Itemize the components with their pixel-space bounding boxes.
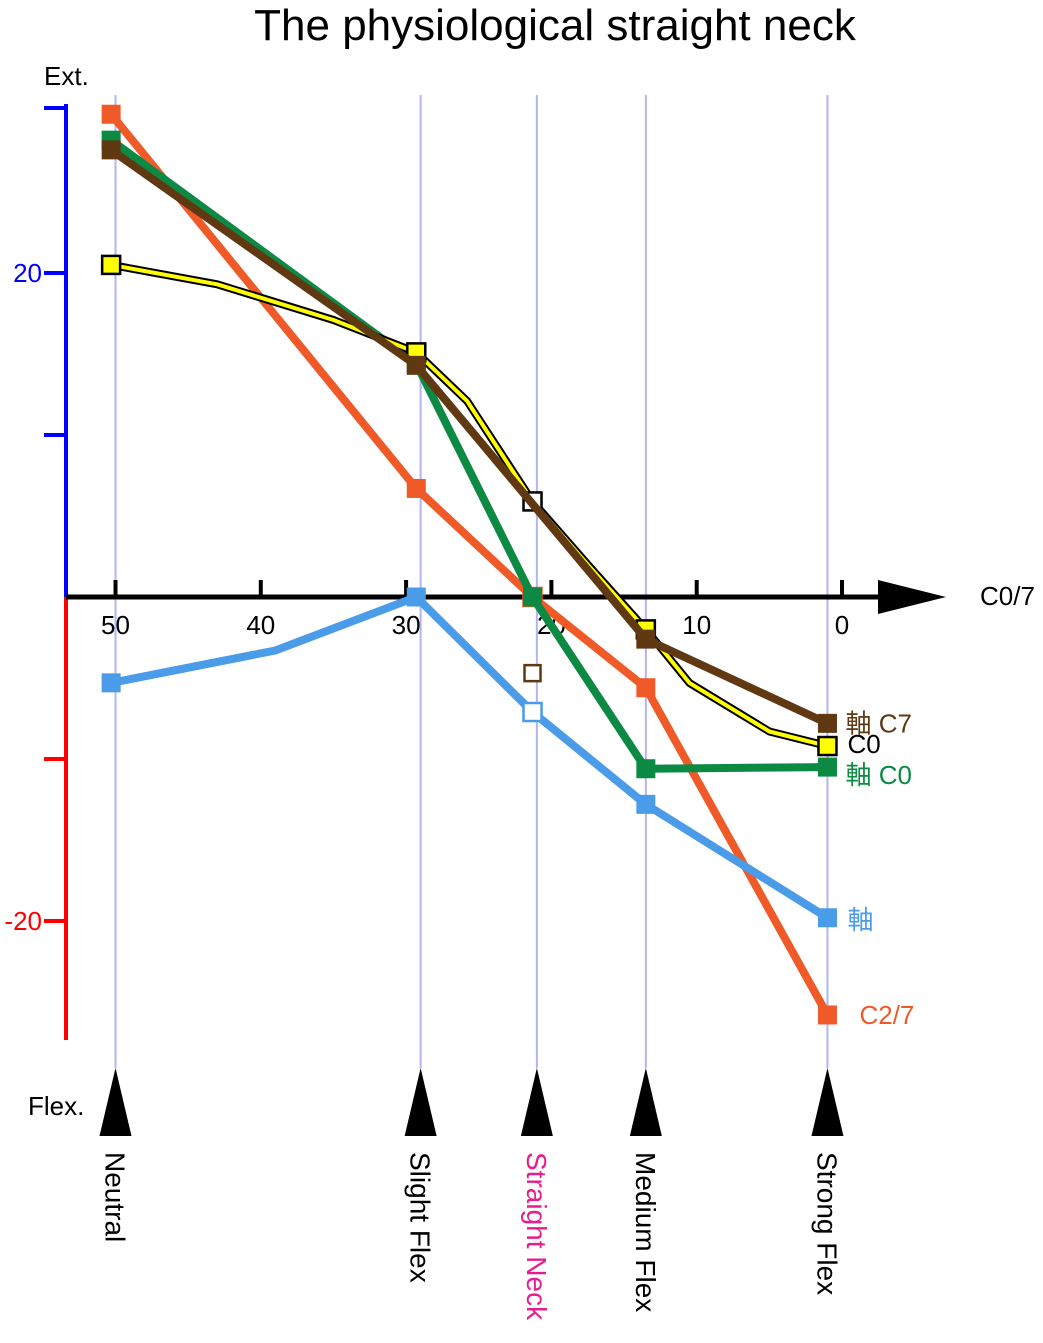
series-line xyxy=(107,111,831,1017)
x-tick-label: 40 xyxy=(246,610,275,640)
series-end-label: 軸 C0 xyxy=(845,760,911,790)
data-point xyxy=(636,759,656,779)
chart-title: The physiological straight neck xyxy=(254,1,857,50)
category-arrow-marker xyxy=(520,1068,553,1136)
x-axis: 50 40 30 20 10 0 xyxy=(66,580,946,640)
x-axis-label: C0/7 xyxy=(980,581,1035,611)
series-end-label: C0 xyxy=(847,729,880,759)
data-point xyxy=(101,673,121,693)
category-arrow-marker xyxy=(99,1068,132,1136)
y-axis: 20 -20 xyxy=(4,104,68,1040)
series-line xyxy=(110,593,830,922)
y-axis-bottom-label: Flex. xyxy=(28,1091,84,1121)
x-axis-arrowhead xyxy=(878,580,946,614)
category-arrow-marker xyxy=(629,1068,662,1136)
y-axis-top-label: Ext. xyxy=(44,61,89,91)
category-arrow-marker xyxy=(404,1068,437,1136)
y-tick-label: -20 xyxy=(4,906,42,936)
category-guide-lines xyxy=(114,95,829,1068)
series-layer xyxy=(100,104,838,1025)
data-point xyxy=(636,629,656,649)
data-point xyxy=(817,713,837,733)
data-point xyxy=(636,678,656,698)
category-label: Neutral xyxy=(100,1152,131,1242)
data-point xyxy=(101,104,121,124)
x-tick-label: 10 xyxy=(682,610,711,640)
series-end-label: 軸 xyxy=(847,905,873,935)
category-markers: Neutral Slight Flex Straight Neck Medium Fl… xyxy=(99,1068,844,1321)
series-end-label: 軸 C7 xyxy=(845,708,911,738)
x-tick-label: 30 xyxy=(392,610,421,640)
data-point xyxy=(817,908,837,928)
data-point xyxy=(523,587,543,607)
x-tick-label: 50 xyxy=(101,610,130,640)
x-tick-label: 0 xyxy=(835,610,849,640)
category-label: Medium Flex xyxy=(630,1152,661,1312)
series-line xyxy=(108,146,830,728)
series-end-label: C2/7 xyxy=(859,1000,914,1030)
y-tick-label: 20 xyxy=(13,258,42,288)
category-arrow-marker xyxy=(811,1068,844,1136)
data-point xyxy=(523,663,542,683)
category-label: Strong Flex xyxy=(811,1152,842,1295)
data-point xyxy=(406,587,426,607)
data-point xyxy=(817,1005,837,1025)
data-point xyxy=(406,355,426,375)
category-label: Straight Neck xyxy=(521,1152,552,1321)
data-point xyxy=(406,478,426,498)
data-point xyxy=(817,757,837,777)
data-point xyxy=(100,254,122,276)
data-point xyxy=(522,701,543,723)
category-label: Slight Flex xyxy=(405,1152,436,1283)
data-point xyxy=(101,140,121,160)
data-point xyxy=(817,735,838,757)
data-point xyxy=(636,794,656,814)
